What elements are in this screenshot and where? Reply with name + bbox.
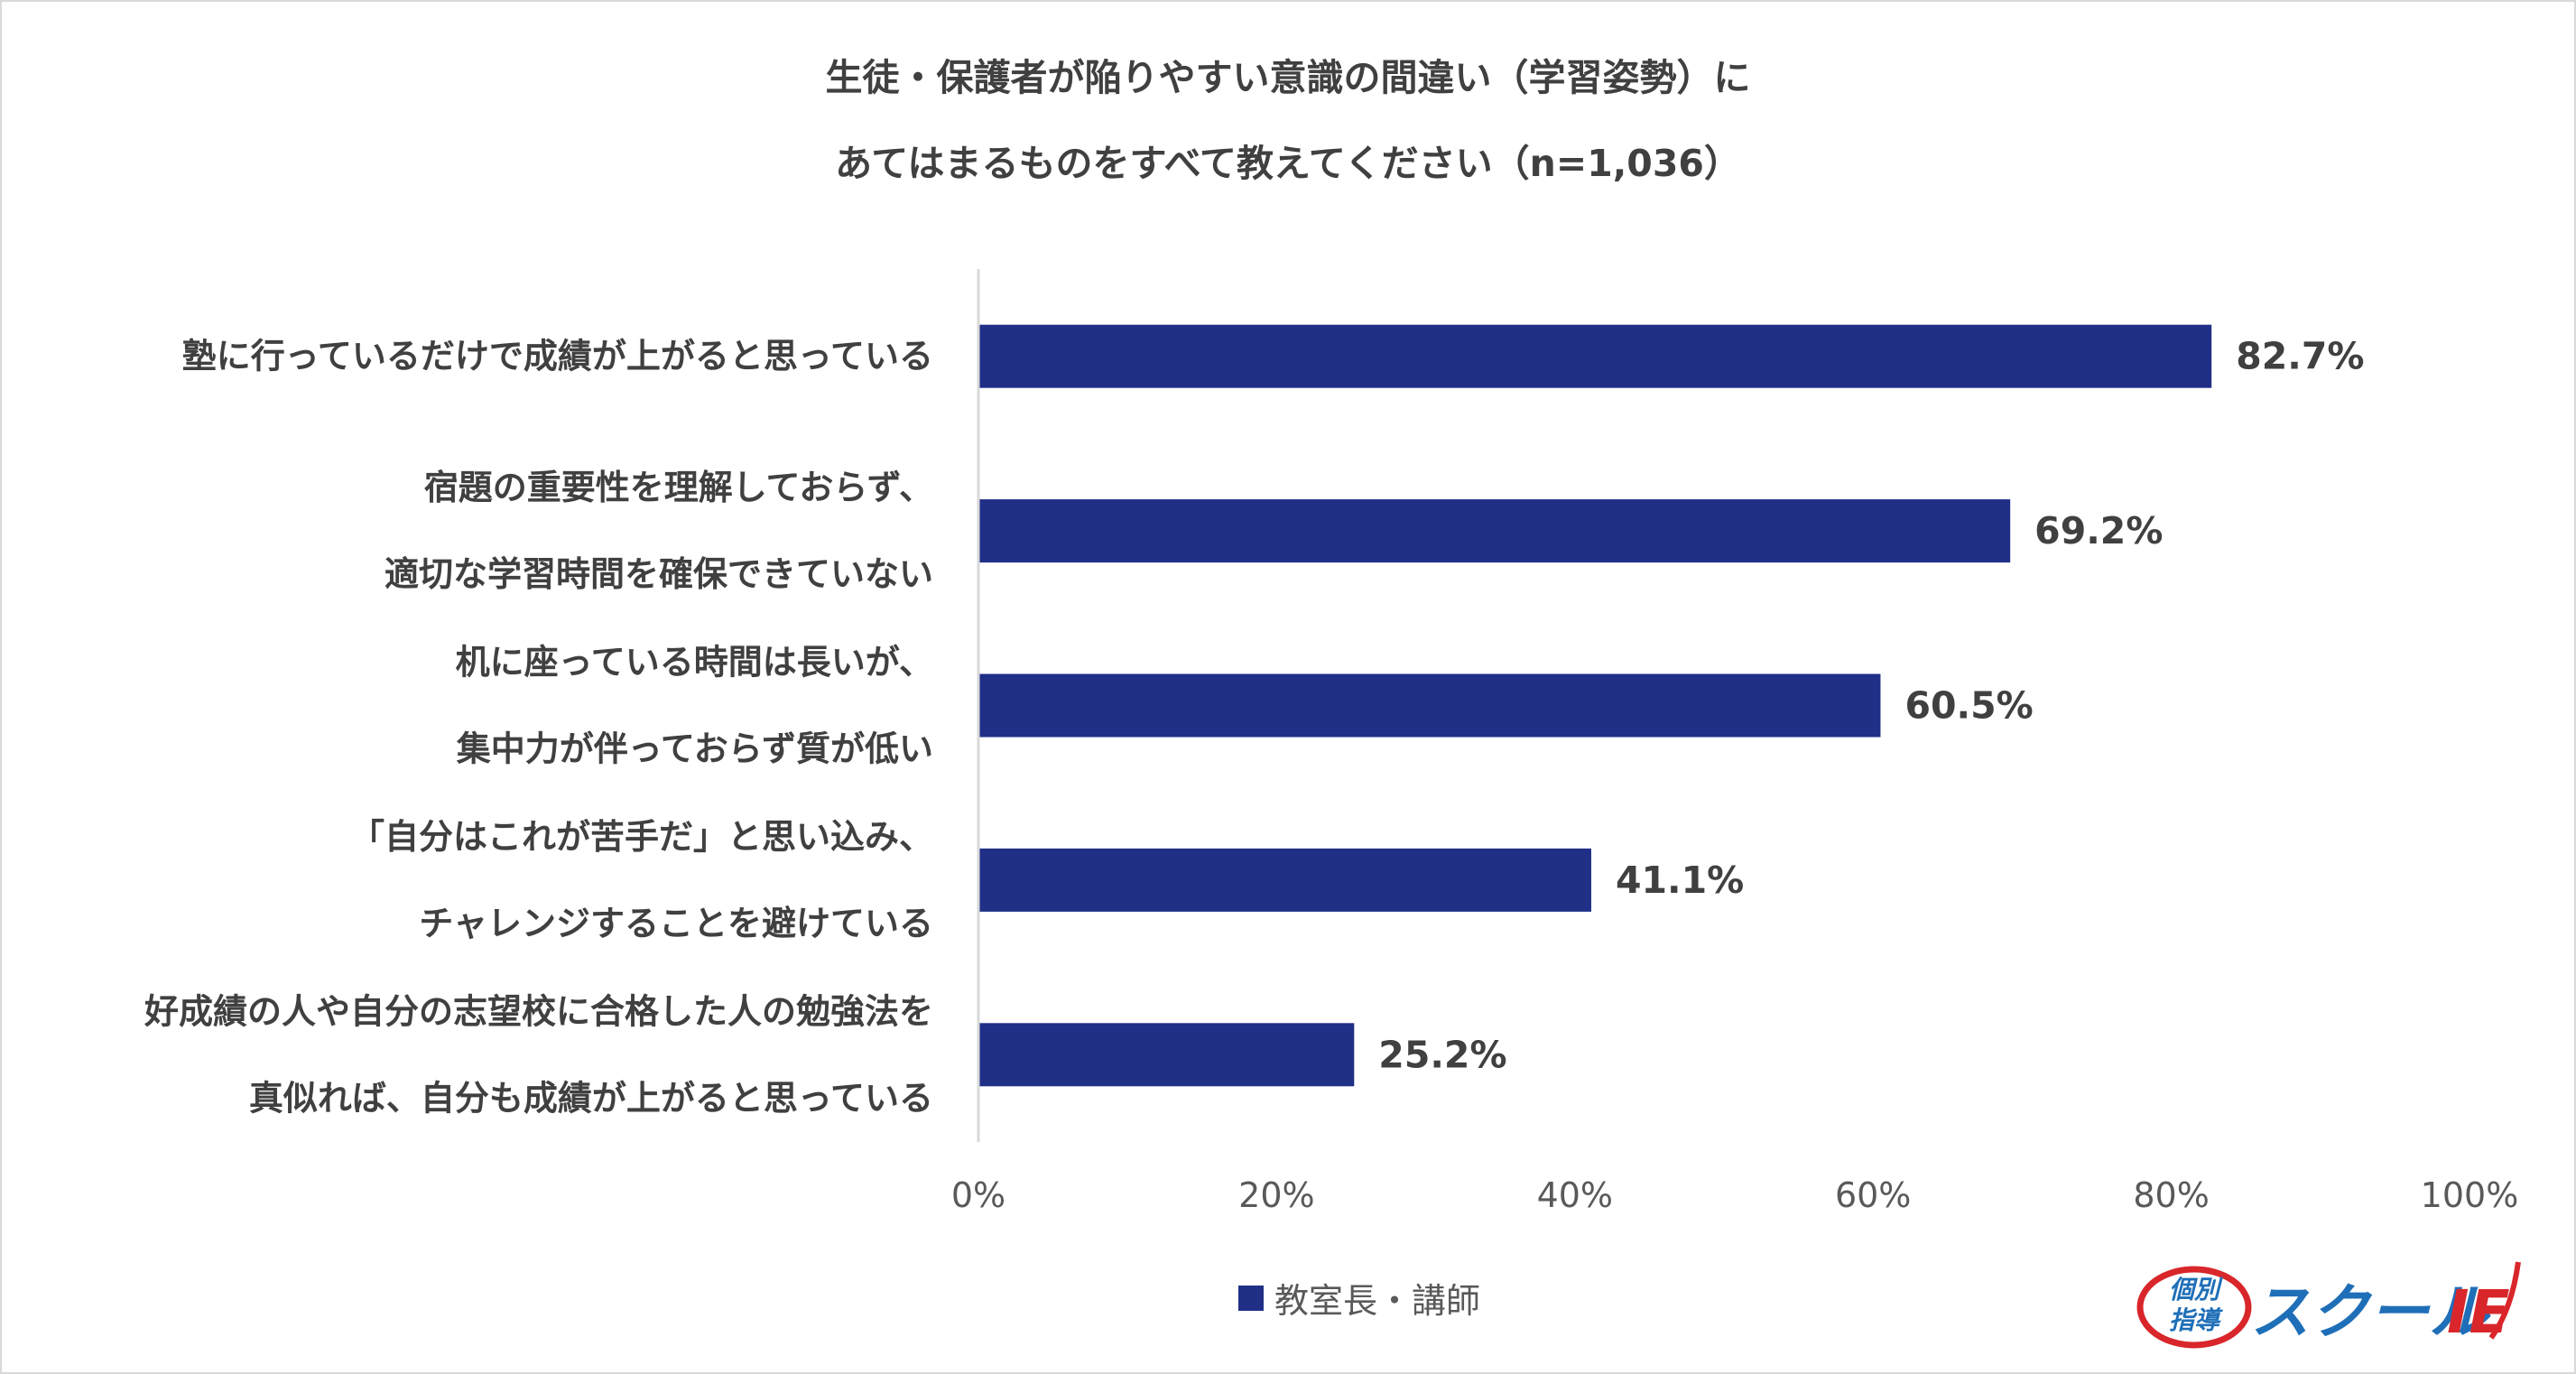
category-label: チャレンジすることを避けている [419,904,933,943]
chart-title-line-1: 生徒・保護者が陥りやすい意識の間違い（学習姿勢）に [825,56,1751,99]
bar [979,324,2212,388]
legend-swatch [1238,1285,1264,1311]
legend: 教室長・講師 [1238,1273,1480,1323]
data-label: 60.5% [1904,684,2033,728]
data-label: 41.1% [1616,859,1744,902]
bar-chart: 0% 20% 40% 60% 80% 100% 82.7% 塾に行っているだけで成績が上がると… [144,269,2518,1215]
bars-layer [979,324,2212,1087]
logo-swoosh [2488,1261,2521,1340]
x-tick-label: 20% [1238,1175,1314,1215]
logo-badge-ring [2136,1266,2252,1349]
bar [979,499,2011,563]
x-tick-label: 0% [951,1175,1005,1215]
legend-label: 教室長・講師 [1274,1281,1481,1321]
data-label: 69.2% [2034,509,2163,552]
category-label: 机に座っている時間は長いが、 [456,643,933,682]
x-tick-label: 80% [2133,1175,2209,1215]
logo-badge-bottom: 指導 [2169,1305,2224,1335]
chart-title-line-2: あてはまるものをすべて教えてください（n=1,036） [835,142,1741,185]
category-label: 好成績の人や自分の志望校に合格した人の勉強法を [144,991,933,1031]
category-label: 宿題の重要性を理解しておらず、 [424,468,933,507]
bar [979,673,1881,738]
x-tick-label: 40% [1537,1175,1613,1215]
logo-main-text: スクール [2250,1277,2491,1347]
category-label: 塾に行っているだけで成績が上がると思っている [182,337,933,376]
bar [979,1023,1355,1087]
labels-layer: 0% 20% 40% 60% 80% 100% 82.7% 塾に行っているだけで成績が上がると… [144,335,2518,1215]
x-tick-label: 100% [2421,1175,2519,1215]
data-label: 82.7% [2236,335,2364,378]
logo-badge-top: 個別 [2169,1275,2223,1304]
category-label: 「自分はこれが苦手だ」と思い込み、 [350,817,933,857]
bar [979,848,1591,912]
x-tick-label: 60% [1835,1175,1911,1215]
category-label: 適切な学習時間を確保できていない [385,554,933,594]
category-label: 集中力が伴っておらず質が低い [456,729,933,769]
logo-main-suffix: IE [2447,1277,2510,1347]
school-ie-logo: 個別 指導 スクール IE [2136,1261,2521,1349]
category-label: 真似れば、自分も成績が上がると思っている [249,1078,933,1118]
data-label: 25.2% [1378,1033,1506,1076]
